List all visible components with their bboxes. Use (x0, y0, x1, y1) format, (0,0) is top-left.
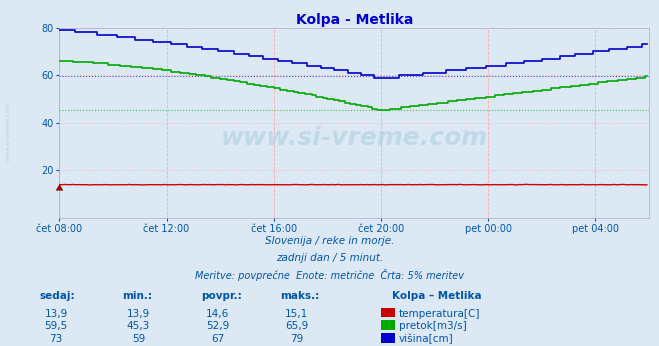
Text: 13,9: 13,9 (127, 309, 150, 319)
Text: 15,1: 15,1 (285, 309, 308, 319)
Text: pretok[m3/s]: pretok[m3/s] (399, 321, 467, 331)
Text: Kolpa – Metlika: Kolpa – Metlika (392, 291, 482, 301)
Text: 67: 67 (211, 334, 224, 344)
Text: 73: 73 (49, 334, 63, 344)
Text: 65,9: 65,9 (285, 321, 308, 331)
Text: Meritve: povprečne  Enote: metrične  Črta: 5% meritev: Meritve: povprečne Enote: metrične Črta:… (195, 268, 464, 281)
Text: višina[cm]: višina[cm] (399, 334, 453, 344)
Text: min.:: min.: (122, 291, 152, 301)
Text: 14,6: 14,6 (206, 309, 229, 319)
Text: 13,9: 13,9 (44, 309, 68, 319)
Text: 52,9: 52,9 (206, 321, 229, 331)
Text: 79: 79 (290, 334, 303, 344)
Text: povpr.:: povpr.: (201, 291, 242, 301)
Text: www.si-vreme.com: www.si-vreme.com (5, 102, 11, 161)
Text: Slovenija / reke in morje.: Slovenija / reke in morje. (265, 236, 394, 246)
Title: Kolpa - Metlika: Kolpa - Metlika (295, 12, 413, 27)
Text: 59,5: 59,5 (44, 321, 68, 331)
Text: 45,3: 45,3 (127, 321, 150, 331)
Text: sedaj:: sedaj: (40, 291, 75, 301)
Text: temperatura[C]: temperatura[C] (399, 309, 480, 319)
Text: www.si-vreme.com: www.si-vreme.com (221, 126, 488, 150)
Text: maks.:: maks.: (280, 291, 320, 301)
Text: zadnji dan / 5 minut.: zadnji dan / 5 minut. (276, 253, 383, 263)
Text: 59: 59 (132, 334, 145, 344)
